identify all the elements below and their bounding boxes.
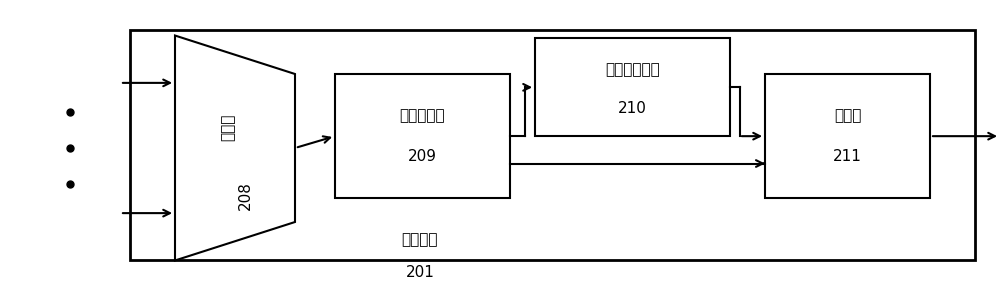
FancyBboxPatch shape: [535, 38, 730, 136]
Text: 模拟前端: 模拟前端: [402, 232, 438, 247]
Text: 210: 210: [618, 101, 647, 115]
Text: 跨阻放大器: 跨阻放大器: [400, 108, 445, 123]
Text: 209: 209: [408, 149, 437, 164]
Text: 208: 208: [238, 181, 252, 210]
FancyBboxPatch shape: [335, 74, 510, 198]
FancyBboxPatch shape: [130, 30, 975, 260]
Text: 采样保持电路: 采样保持电路: [605, 62, 660, 77]
Text: 201: 201: [406, 265, 434, 280]
Polygon shape: [175, 36, 295, 260]
Text: 比较器: 比较器: [834, 108, 861, 123]
Text: 211: 211: [833, 149, 862, 164]
FancyBboxPatch shape: [765, 74, 930, 198]
Text: 复用路: 复用路: [220, 114, 236, 141]
